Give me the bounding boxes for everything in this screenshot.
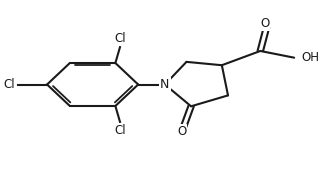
Text: O: O bbox=[177, 125, 186, 138]
Text: OH: OH bbox=[302, 51, 320, 64]
Text: N: N bbox=[160, 78, 170, 91]
Text: Cl: Cl bbox=[115, 124, 126, 137]
Text: Cl: Cl bbox=[3, 78, 15, 91]
Text: O: O bbox=[260, 17, 270, 30]
Text: Cl: Cl bbox=[115, 32, 126, 45]
